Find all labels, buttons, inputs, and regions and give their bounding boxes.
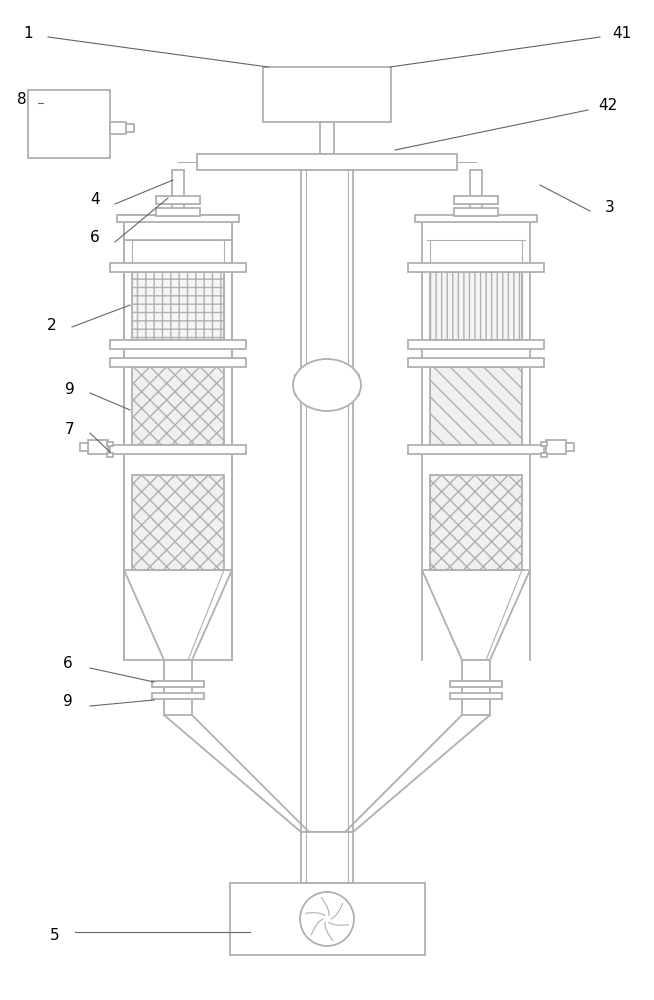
Text: 9: 9 — [65, 382, 75, 397]
Ellipse shape — [293, 359, 361, 411]
Bar — [295, 375, 301, 395]
Bar — [230, 883, 424, 955]
Bar — [156, 208, 200, 216]
Bar — [301, 832, 353, 883]
Bar — [415, 215, 537, 222]
Bar — [132, 272, 224, 340]
Polygon shape — [345, 715, 490, 832]
Circle shape — [300, 892, 354, 946]
Text: 41: 41 — [612, 25, 632, 40]
Bar — [450, 681, 502, 687]
Text: 7: 7 — [65, 422, 75, 438]
Bar — [110, 263, 246, 272]
Bar — [172, 170, 184, 218]
Bar — [546, 440, 566, 454]
Bar — [156, 196, 200, 204]
Polygon shape — [422, 570, 530, 660]
Bar — [197, 154, 457, 170]
Bar — [28, 90, 110, 158]
Bar — [454, 208, 498, 216]
Bar — [88, 440, 108, 454]
Bar — [107, 442, 113, 446]
Bar — [110, 445, 246, 454]
Bar — [110, 340, 246, 349]
Text: 6: 6 — [90, 230, 100, 244]
Polygon shape — [164, 715, 309, 832]
Bar — [126, 124, 134, 132]
Bar — [408, 340, 544, 349]
Bar — [320, 122, 334, 154]
Bar — [470, 170, 482, 218]
Text: 3: 3 — [605, 200, 615, 215]
Bar — [541, 442, 547, 446]
Text: 5: 5 — [50, 928, 60, 942]
Bar — [124, 218, 232, 240]
Bar — [301, 170, 353, 832]
Bar — [430, 272, 522, 340]
Text: 8: 8 — [17, 93, 27, 107]
Text: 4: 4 — [90, 192, 100, 208]
Bar — [263, 67, 391, 122]
Bar — [408, 263, 544, 272]
Bar — [118, 215, 238, 221]
Text: 6: 6 — [63, 656, 73, 670]
Bar — [80, 442, 88, 450]
Bar — [430, 475, 522, 570]
Bar — [132, 475, 224, 570]
Bar — [430, 367, 522, 445]
Bar — [117, 215, 239, 222]
Text: 2: 2 — [47, 318, 57, 332]
Bar — [164, 660, 192, 715]
Text: 1: 1 — [23, 25, 33, 40]
Bar — [132, 367, 224, 445]
Bar — [454, 196, 498, 204]
Bar — [110, 358, 246, 367]
Bar — [107, 453, 113, 457]
Text: 42: 42 — [598, 98, 617, 112]
Bar — [408, 358, 544, 367]
Bar — [462, 660, 490, 715]
Bar — [353, 375, 359, 395]
Bar — [110, 122, 126, 134]
Bar — [152, 693, 204, 699]
Bar — [124, 240, 232, 660]
Text: 9: 9 — [63, 694, 73, 710]
Bar — [408, 445, 544, 454]
Polygon shape — [124, 570, 232, 660]
Bar — [566, 442, 574, 450]
Bar — [541, 453, 547, 457]
Bar — [450, 693, 502, 699]
Bar — [152, 681, 204, 687]
